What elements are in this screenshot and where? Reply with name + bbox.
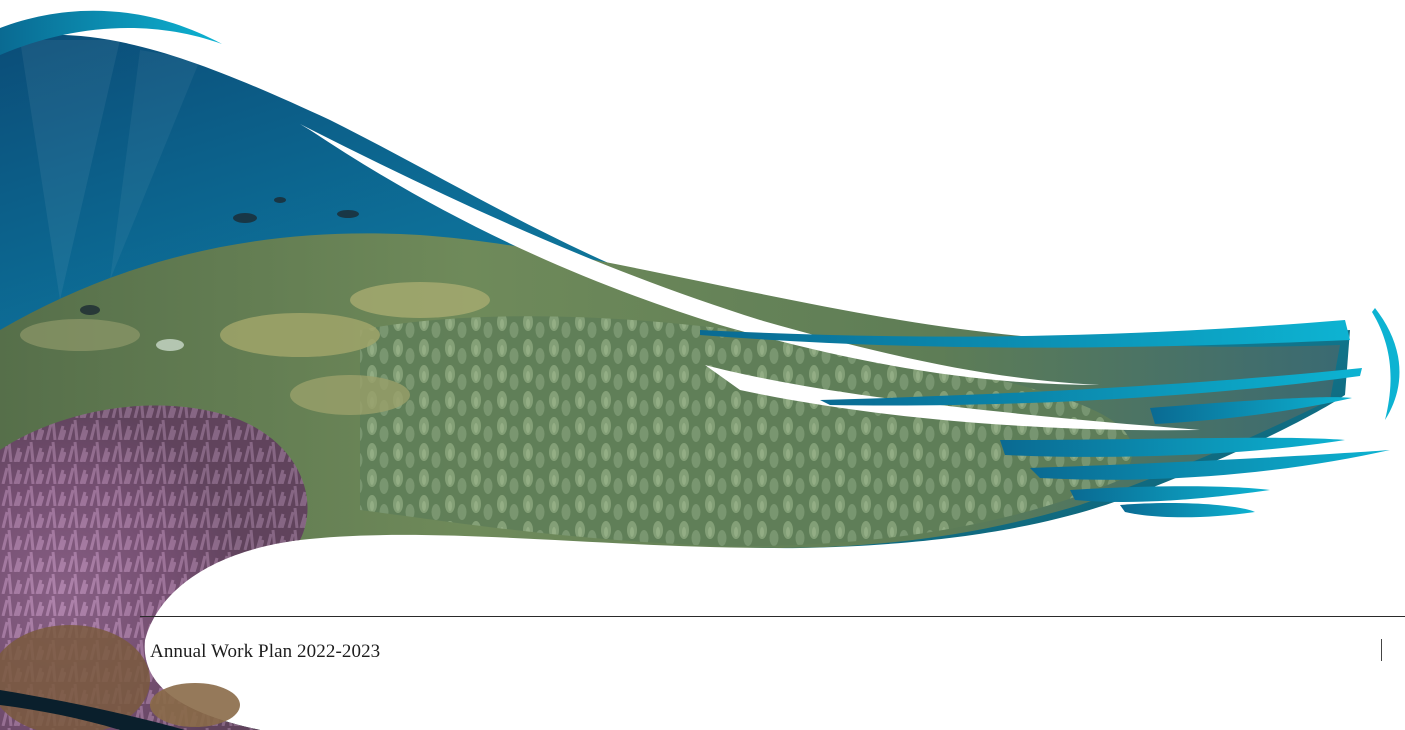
footer-separator xyxy=(1381,639,1382,661)
brush-white-stroke xyxy=(705,365,1200,431)
reef-photo xyxy=(0,34,1350,730)
brush-swoosh-right xyxy=(700,308,1400,518)
brush-swoosh-bottom xyxy=(0,690,185,730)
brush-swoosh-top xyxy=(0,10,222,55)
footer-rule xyxy=(140,616,1405,617)
footer-document-title: Annual Work Plan 2022-2023 xyxy=(150,641,381,662)
